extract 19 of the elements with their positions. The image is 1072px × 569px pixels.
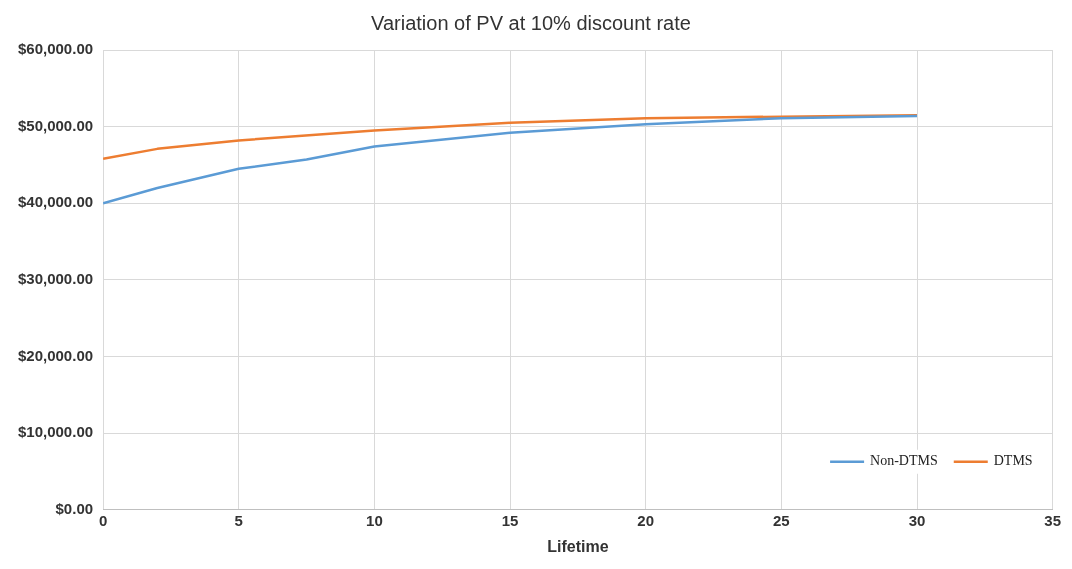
x-axis-title: Lifetime (547, 537, 609, 555)
y-tick-label: $30,000.00 (18, 270, 94, 288)
x-tick-label: 5 (234, 511, 243, 529)
y-tick-label: $60,000.00 (18, 40, 94, 58)
legend-label: DTMS (993, 453, 1033, 469)
x-tick-label: 15 (501, 511, 519, 529)
x-tick-label: 0 (98, 511, 108, 529)
chart-title: Variation of PV at 10% discount rate (371, 11, 691, 34)
y-tick-label: $10,000.00 (18, 423, 94, 441)
x-tick-label: 25 (773, 511, 790, 529)
y-tick-label: $0.00 (55, 499, 94, 517)
y-tick-label: $40,000.00 (18, 193, 94, 211)
x-tick-label: 30 (908, 511, 926, 529)
y-tick-label: $50,000.00 (18, 116, 94, 134)
x-tick-label: 10 (366, 511, 383, 529)
legend-label: Non-DTMS (870, 453, 938, 469)
x-tick-label: 20 (637, 511, 655, 529)
y-tick-label: $20,000.00 (18, 346, 94, 364)
x-tick-label: 35 (1044, 511, 1061, 529)
